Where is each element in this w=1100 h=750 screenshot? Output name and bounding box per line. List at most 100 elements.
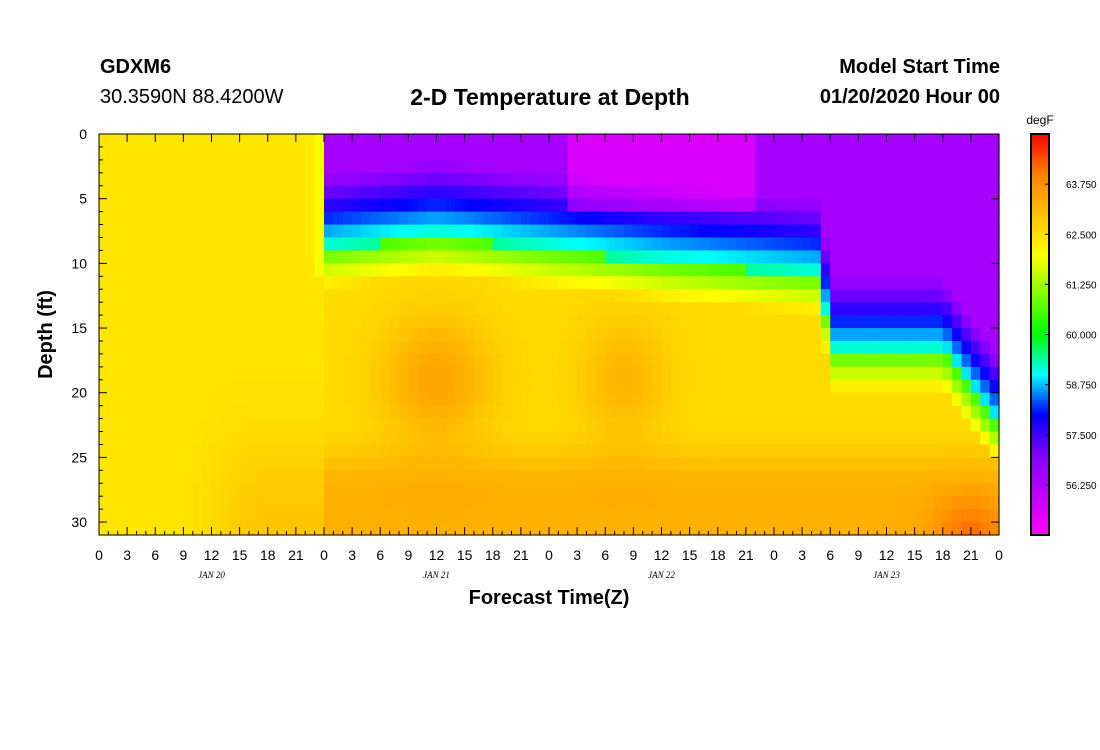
heatmap-cell (774, 340, 784, 355)
heatmap-cell (886, 302, 897, 316)
heatmap-cell (549, 509, 559, 523)
heatmap-cell (849, 198, 859, 213)
heatmap-cell (99, 302, 109, 316)
heatmap-cell (352, 431, 363, 446)
heatmap-cell (699, 496, 709, 510)
heatmap-cell (708, 315, 719, 329)
heatmap-cell (595, 470, 606, 484)
heatmap-cell (942, 159, 953, 174)
heatmap-cell (99, 353, 109, 368)
heatmap-cell (295, 496, 306, 510)
heatmap-cell (755, 289, 766, 303)
heatmap-cell (267, 509, 278, 523)
heatmap-cell (99, 276, 109, 290)
heatmap-cell (202, 444, 213, 458)
heatmap-cell (924, 134, 934, 148)
heatmap-cell (417, 211, 428, 226)
heatmap-cell (858, 366, 869, 381)
heatmap-cell (614, 444, 625, 458)
heatmap-cell (370, 470, 381, 484)
heatmap-cell (530, 392, 541, 407)
x-tick-label: 9 (629, 547, 637, 563)
x-tick-label: 15 (682, 547, 698, 563)
heatmap-cell (127, 263, 138, 277)
heatmap-cell (389, 405, 400, 420)
heatmap-cell (792, 522, 803, 536)
heatmap-cell (502, 470, 513, 484)
heatmap-cell (502, 276, 513, 290)
heatmap-cell (727, 289, 738, 303)
heatmap-cell (567, 353, 578, 368)
heatmap-cell (980, 172, 991, 187)
heatmap-cell (389, 340, 400, 355)
heatmap-cell (370, 146, 381, 161)
heatmap-cell (567, 289, 578, 303)
heatmap-cell (99, 134, 109, 148)
heatmap-cell (605, 470, 616, 484)
heatmap-cell (586, 483, 597, 497)
heatmap-cell (792, 366, 803, 381)
heatmap-cell (717, 340, 728, 355)
heatmap-cell (595, 159, 606, 174)
heatmap-cell (108, 444, 119, 458)
heatmap-cell (595, 392, 606, 407)
heatmap-cell (792, 418, 803, 433)
heatmap-cell (652, 418, 663, 433)
heatmap-cell (324, 198, 334, 213)
heatmap-cell (305, 340, 316, 355)
heatmap-cell (474, 379, 484, 394)
heatmap-cell (380, 185, 391, 200)
heatmap-cell (689, 328, 700, 342)
heatmap-cell (577, 457, 588, 471)
heatmap-cell (745, 224, 756, 239)
heatmap-cell (127, 340, 138, 355)
heatmap-cell (436, 353, 447, 368)
heatmap-cell (811, 172, 822, 187)
heatmap-cell (492, 289, 503, 303)
heatmap-cell (830, 172, 841, 187)
heatmap-cell (183, 418, 194, 433)
heatmap-cell (567, 211, 578, 226)
heatmap-cell (464, 146, 475, 161)
heatmap-cell (314, 444, 325, 458)
heatmap-cell (858, 457, 869, 471)
heatmap-cell (427, 379, 438, 394)
heatmap-cell (783, 289, 794, 303)
heatmap-cell (520, 289, 531, 303)
x-tick-label: 3 (123, 547, 131, 563)
heatmap-cell (670, 366, 681, 381)
heatmap-cell (736, 431, 747, 446)
heatmap-cell (567, 444, 578, 458)
heatmap-cell (577, 172, 588, 187)
heatmap-cell (839, 366, 850, 381)
heatmap-cell (249, 237, 259, 252)
heatmap-cell (802, 509, 813, 523)
heatmap-cell (867, 250, 878, 264)
heatmap-cell (980, 250, 991, 264)
heatmap-cell (155, 353, 166, 368)
heatmap-cell (774, 457, 784, 471)
heatmap-cell (539, 522, 550, 536)
heatmap-cell (727, 483, 738, 497)
heatmap-cell (249, 483, 259, 497)
heatmap-cell (427, 237, 438, 252)
heatmap-cell (520, 146, 531, 161)
heatmap-cell (680, 418, 691, 433)
heatmap-cell (202, 146, 213, 161)
heatmap-cell (642, 276, 653, 290)
heatmap-cell (895, 159, 906, 174)
heatmap-cell (399, 159, 409, 174)
heatmap-cell (924, 483, 934, 497)
heatmap-cell (942, 522, 953, 536)
heatmap-cell (455, 146, 466, 161)
heatmap-cell (267, 159, 278, 174)
heatmap-cell (989, 146, 1000, 161)
heatmap-cell (474, 444, 484, 458)
heatmap-cell (286, 198, 297, 213)
heatmap-cell (417, 224, 428, 239)
heatmap-cell (961, 366, 972, 381)
heatmap-cell (961, 418, 972, 433)
heatmap-cell (792, 315, 803, 329)
heatmap-cell (924, 457, 934, 471)
heatmap-cell (99, 522, 109, 536)
